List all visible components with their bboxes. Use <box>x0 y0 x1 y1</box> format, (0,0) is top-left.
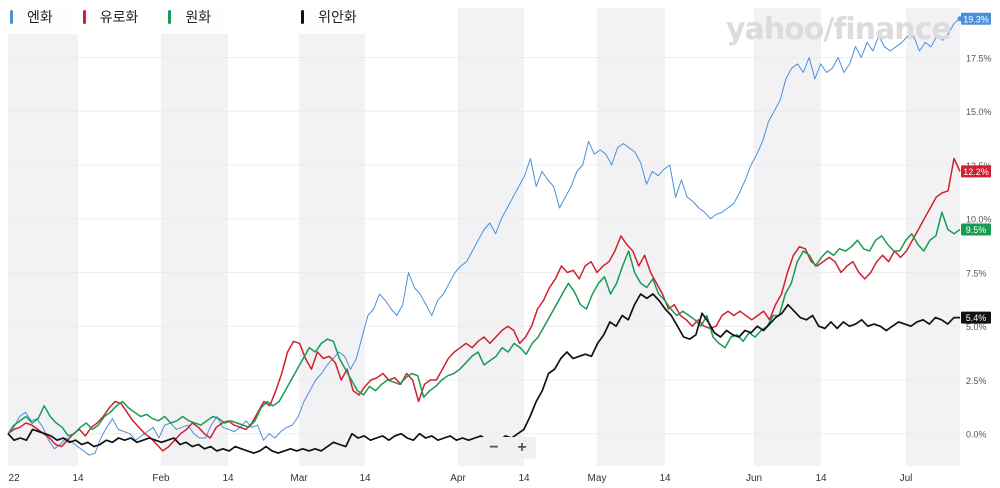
zoom-controls: − + <box>480 437 536 459</box>
legend-label-yen: 엔화 <box>27 9 53 25</box>
legend-swatch-yuan <box>301 10 305 24</box>
legend-swatch-won <box>168 10 172 24</box>
month-band <box>8 8 78 466</box>
x-tick-label: 22 <box>8 473 20 484</box>
x-tick-label: Mar <box>290 473 308 484</box>
x-tick-label: 14 <box>359 473 371 484</box>
x-tick-label: 14 <box>72 473 84 484</box>
series-line-2 <box>7 211 961 437</box>
y-tick-label: 10.0% <box>966 215 992 225</box>
legend-swatch-yen <box>10 10 13 24</box>
month-band <box>299 8 365 466</box>
legend-label-euro: 유로화 <box>99 9 139 25</box>
y-tick-label: 2.5% <box>966 376 987 386</box>
zoom-in-button[interactable]: + <box>517 439 527 456</box>
x-tick-label: May <box>588 473 607 484</box>
y-tick-label: 7.5% <box>966 268 987 278</box>
series-line-1 <box>7 157 961 452</box>
end-value-label-bg <box>961 223 991 236</box>
end-value-label: 5.4% <box>966 313 987 323</box>
y-tick-label: 5.0% <box>966 322 987 332</box>
end-value-label-bg <box>961 311 991 324</box>
x-tick-label: Apr <box>450 473 466 484</box>
end-value-label: 19.3% <box>963 14 989 24</box>
x-tick-label: Jun <box>746 473 762 484</box>
month-band <box>597 8 665 466</box>
end-value-label-bg <box>961 165 991 178</box>
end-value-label: 12.2% <box>963 167 989 177</box>
month-band <box>754 8 821 466</box>
x-tick-label: 14 <box>518 473 530 484</box>
legend-item-yuan[interactable]: 위안화 <box>301 7 357 27</box>
x-tick-label: 14 <box>815 473 827 484</box>
x-tick-label: Feb <box>152 473 170 484</box>
zoom-out-button[interactable]: − <box>489 439 499 456</box>
end-value-label-bg <box>961 12 991 25</box>
legend-item-won[interactable]: 원화 <box>168 7 211 27</box>
y-tick-label: 0.0% <box>966 430 987 440</box>
x-tick-label: Jul <box>900 473 913 484</box>
y-tick-label: 17.5% <box>966 53 992 63</box>
legend-swatch-euro <box>82 10 86 24</box>
series-line-0 <box>7 18 961 456</box>
legend-item-euro[interactable]: 유로화 <box>82 7 139 27</box>
month-band <box>458 8 524 466</box>
x-tick-label: 14 <box>222 473 234 484</box>
legend: 엔화 유로화 원화 위안화 <box>0 0 417 34</box>
x-tick-label: 14 <box>659 473 671 484</box>
legend-label-yuan: 위안화 <box>318 9 357 25</box>
legend-item-yen[interactable]: 엔화 <box>10 7 53 27</box>
yahoo-finance-watermark: yahoo/finance <box>726 12 952 47</box>
end-value-label: 9.5% <box>966 225 987 235</box>
month-band <box>161 8 228 466</box>
legend-label-won: 원화 <box>185 9 212 25</box>
y-tick-label: 15.0% <box>966 107 992 117</box>
